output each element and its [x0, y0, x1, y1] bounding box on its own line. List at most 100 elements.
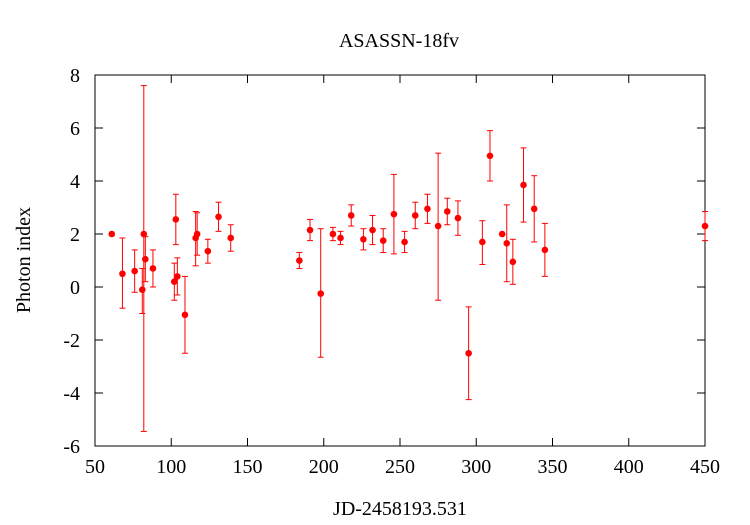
y-tick-label: 2	[70, 224, 80, 246]
data-marker	[171, 278, 178, 286]
data-point	[204, 238, 212, 264]
data-marker	[306, 226, 314, 234]
data-point	[520, 147, 527, 223]
data-marker	[541, 246, 549, 254]
data-marker	[181, 311, 189, 319]
x-tick-label: 50	[85, 456, 105, 478]
data-marker	[401, 238, 408, 246]
y-axis-label: Photon index	[13, 207, 35, 313]
data-marker	[227, 234, 235, 242]
data-marker	[140, 230, 148, 238]
data-point	[424, 193, 431, 224]
data-point	[503, 204, 511, 283]
data-marker	[530, 205, 538, 213]
chart-title: ASASSN-18fv	[339, 30, 459, 52]
data-marker	[454, 214, 462, 222]
data-marker	[296, 257, 303, 264]
data-point	[379, 228, 387, 254]
data-marker	[119, 270, 126, 278]
data-marker	[204, 247, 212, 255]
data-point	[172, 193, 180, 246]
axis-ticks: 50 100 150 200 250 300 350 400 450 -6 -4 -2 0 2 4 6 8	[63, 65, 720, 478]
y-tick-label: 0	[70, 277, 80, 299]
data-marker	[520, 181, 527, 189]
data-marker	[347, 212, 355, 219]
data-marker	[379, 237, 387, 244]
data-marker	[131, 267, 138, 275]
data-point	[411, 201, 419, 230]
data-marker	[486, 152, 494, 160]
data-marker	[142, 255, 149, 263]
data-point	[192, 210, 199, 267]
data-marker	[369, 226, 376, 234]
data-marker	[465, 349, 472, 357]
y-tick-label: -6	[63, 436, 80, 458]
data-point	[215, 201, 222, 232]
data-point	[465, 306, 472, 401]
y-tick-label: 8	[70, 65, 80, 87]
plot-frame	[94, 74, 706, 447]
data-point	[337, 230, 344, 246]
data-point	[181, 275, 189, 354]
data-point	[306, 218, 314, 242]
data-marker	[479, 238, 486, 246]
data-point	[530, 175, 538, 243]
data-marker	[390, 210, 398, 218]
x-axis-label: JD-2458193.531	[333, 498, 467, 520]
data-point	[108, 230, 116, 238]
data-point	[360, 228, 367, 251]
data-point	[317, 228, 325, 358]
data-point	[227, 224, 235, 252]
data-point	[131, 249, 138, 293]
data-point	[401, 230, 408, 254]
data-marker	[509, 258, 517, 266]
data-point	[434, 152, 442, 301]
data-marker	[172, 216, 180, 223]
y-tick-label: 4	[70, 171, 80, 193]
x-tick-label: 350	[538, 456, 568, 478]
data-marker	[411, 212, 419, 219]
data-point	[454, 200, 462, 236]
data-point	[486, 130, 494, 182]
data-marker	[149, 265, 157, 272]
data-point	[443, 197, 451, 226]
data-marker	[329, 230, 337, 238]
data-point	[296, 252, 303, 269]
data-marker	[317, 290, 325, 297]
y-tick-label: 6	[70, 118, 80, 140]
x-tick-label: 450	[690, 456, 720, 478]
x-tick-label: 100	[156, 456, 186, 478]
data-point	[193, 212, 201, 256]
x-tick-label: 250	[385, 456, 415, 478]
data-marker	[701, 222, 709, 230]
y-tick-label: -4	[63, 383, 80, 405]
data-point	[149, 249, 157, 288]
data-point	[171, 262, 178, 301]
data-marker	[215, 213, 222, 221]
data-point	[119, 237, 126, 309]
data-point	[509, 238, 517, 285]
data-point	[347, 204, 355, 227]
data-point	[369, 214, 376, 246]
data-marker	[174, 273, 181, 280]
x-tick-label: 150	[233, 456, 263, 478]
data-marker	[193, 230, 201, 238]
x-tick-label: 200	[309, 456, 339, 478]
data-point	[479, 220, 486, 265]
data-marker	[424, 205, 431, 213]
data-point	[701, 210, 709, 242]
data-point	[390, 173, 398, 255]
x-tick-label: 400	[614, 456, 644, 478]
data-point	[142, 236, 149, 283]
data-point	[138, 267, 146, 314]
data-point	[541, 222, 549, 277]
y-tick-label: -2	[63, 330, 80, 352]
data-marker	[138, 286, 146, 293]
data-point	[498, 230, 506, 238]
data-point	[329, 226, 337, 242]
data-marker	[337, 234, 344, 242]
data-marker	[443, 208, 451, 215]
data-series	[108, 85, 709, 432]
x-tick-label: 300	[461, 456, 491, 478]
